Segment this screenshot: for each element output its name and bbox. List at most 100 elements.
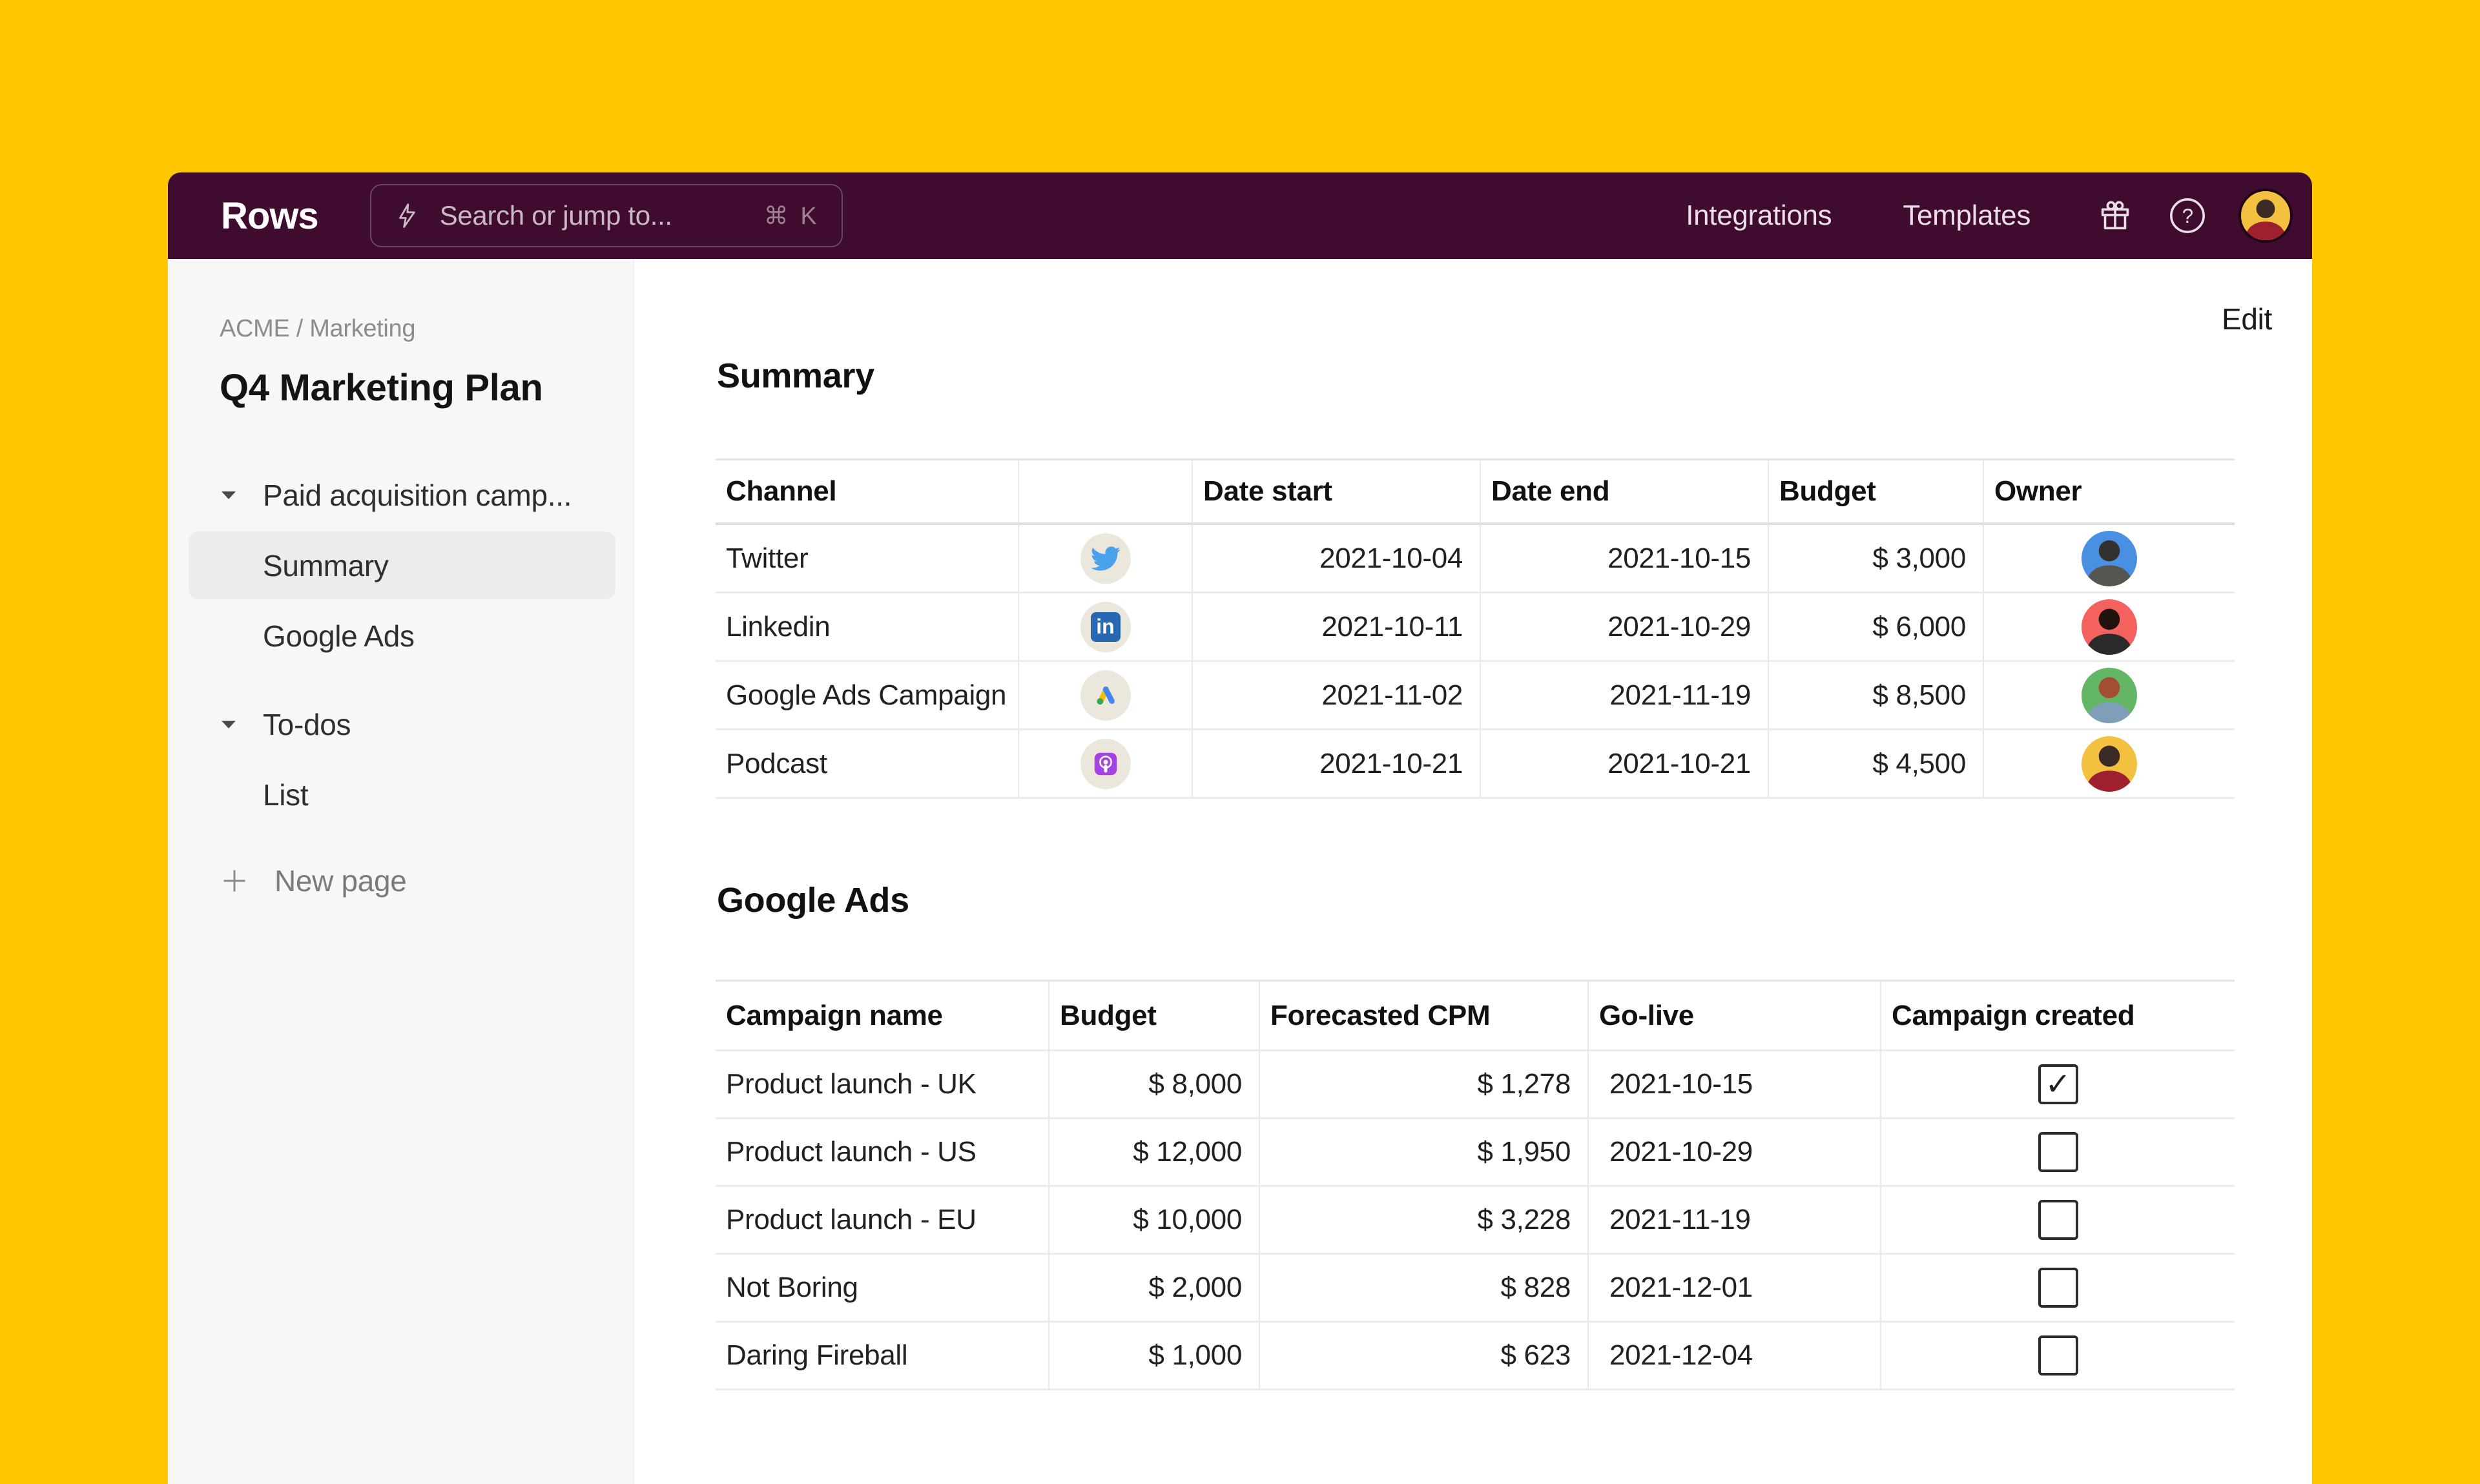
cell-campaign-name: Not Boring: [716, 1255, 1049, 1323]
cell-channel-icon: [1019, 730, 1193, 799]
top-nav: Integrations Templates ?: [1686, 189, 2293, 243]
campaign-created-checkbox[interactable]: ✓: [2038, 1064, 2078, 1104]
campaign-created-checkbox[interactable]: [2038, 1200, 2078, 1240]
page-nav: Paid acquisition camp... Summary Google …: [168, 461, 634, 914]
cell-budget: $ 8,500: [1769, 662, 1984, 730]
cell-date-start: 2021-10-11: [1193, 593, 1481, 662]
campaign-created-checkbox[interactable]: [2038, 1132, 2078, 1172]
cell-campaign-created: ✓: [1881, 1051, 2235, 1119]
column-header: [1019, 460, 1193, 525]
cell-owner: [1984, 730, 2235, 799]
rows-logo[interactable]: Rows: [221, 194, 319, 237]
lightning-icon: [398, 203, 415, 228]
cell-campaign-name: Product launch - US: [716, 1119, 1049, 1187]
owner-avatar: [2082, 736, 2137, 792]
cell-date-end: 2021-10-29: [1481, 593, 1769, 662]
linkedin-icon: in: [1080, 601, 1131, 652]
sidebar-item-label: Summary: [263, 548, 389, 582]
owner-avatar: [2082, 530, 2137, 586]
cell-cpm: $ 1,950: [1260, 1119, 1589, 1187]
cell-budget: $ 6,000: [1769, 593, 1984, 662]
sidebar-item-summary[interactable]: Summary: [189, 531, 615, 599]
chevron-down-icon[interactable]: [220, 719, 237, 730]
sidebar-item-todos[interactable]: To-dos: [189, 690, 615, 758]
cell-budget: $ 10,000: [1049, 1187, 1260, 1255]
cell-campaign-created: [1881, 1119, 2235, 1187]
cell-date-end: 2021-10-21: [1481, 730, 1769, 799]
sidebar-item-paid-acquisition[interactable]: Paid acquisition camp...: [189, 461, 615, 529]
column-header: Date start: [1193, 460, 1481, 525]
new-page-button[interactable]: New page: [189, 847, 615, 914]
search-shortcut: ⌘ K: [763, 202, 820, 230]
cell-campaign-name: Daring Fireball: [716, 1323, 1049, 1390]
gift-button[interactable]: [2092, 193, 2138, 238]
cell-channel: Linkedin: [716, 593, 1019, 662]
sidebar-item-label: Paid acquisition camp...: [263, 478, 572, 512]
cell-golive: 2021-12-01: [1589, 1255, 1881, 1323]
nav-spacer: [168, 672, 634, 690]
column-header: Date end: [1481, 460, 1769, 525]
cell-cpm: $ 828: [1260, 1255, 1589, 1323]
sidebar: ACME / Marketing Q4 Marketing Plan Paid …: [168, 259, 634, 1484]
section-heading-google-ads: Google Ads: [717, 881, 909, 920]
cell-campaign-name: Product launch - EU: [716, 1187, 1049, 1255]
breadcrumb[interactable]: ACME / Marketing: [220, 315, 416, 342]
cell-golive: 2021-10-15: [1589, 1051, 1881, 1119]
cell-channel-icon: [1019, 525, 1193, 593]
sidebar-item-google-ads[interactable]: Google Ads: [189, 602, 615, 670]
help-button[interactable]: ?: [2165, 193, 2210, 238]
campaign-created-checkbox[interactable]: [2038, 1268, 2078, 1308]
section-heading-summary: Summary: [717, 356, 874, 395]
cell-budget: $ 8,000: [1049, 1051, 1260, 1119]
sidebar-item-label: Google Ads: [263, 619, 415, 653]
campaign-created-checkbox[interactable]: [2038, 1335, 2078, 1376]
cell-golive: 2021-10-29: [1589, 1119, 1881, 1187]
cell-owner: [1984, 662, 2235, 730]
column-header: Owner: [1984, 460, 2235, 525]
cell-budget: $ 4,500: [1769, 730, 1984, 799]
edit-button[interactable]: Edit: [2222, 302, 2272, 336]
column-header: Channel: [716, 460, 1019, 525]
checkmark-icon: ✓: [2045, 1067, 2071, 1102]
cell-channel-icon: [1019, 662, 1193, 730]
help-icon: ?: [2170, 198, 2205, 233]
cell-campaign-created: [1881, 1187, 2235, 1255]
cell-budget: $ 3,000: [1769, 525, 1984, 593]
column-header: Campaign name: [716, 982, 1049, 1051]
cell-owner: [1984, 525, 2235, 593]
plus-icon: [223, 870, 245, 891]
cell-date-end: 2021-10-15: [1481, 525, 1769, 593]
cell-channel: Twitter: [716, 525, 1019, 593]
column-header: Campaign created: [1881, 982, 2235, 1051]
top-bar: Rows Search or jump to... ⌘ K Integratio…: [168, 172, 2312, 259]
cell-owner: [1984, 593, 2235, 662]
sidebar-item-list[interactable]: List: [189, 761, 615, 829]
nav-integrations[interactable]: Integrations: [1686, 200, 1832, 231]
cell-budget: $ 1,000: [1049, 1323, 1260, 1390]
column-header: Forecasted CPM: [1260, 982, 1589, 1051]
cell-cpm: $ 3,228: [1260, 1187, 1589, 1255]
cell-campaign-name: Product launch - UK: [716, 1051, 1049, 1119]
chevron-down-icon[interactable]: [220, 490, 237, 501]
cell-cpm: $ 1,278: [1260, 1051, 1589, 1119]
search-placeholder: Search or jump to...: [439, 200, 672, 231]
column-header: Go-live: [1589, 982, 1881, 1051]
cell-channel: Google Ads Campaign: [716, 662, 1019, 730]
cell-channel: Podcast: [716, 730, 1019, 799]
search-input[interactable]: Search or jump to... ⌘ K: [369, 184, 843, 247]
column-header: Budget: [1049, 982, 1260, 1051]
nav-templates[interactable]: Templates: [1903, 200, 2031, 231]
owner-avatar: [2082, 599, 2137, 655]
google-ads-icon: [1080, 670, 1131, 721]
cell-budget: $ 12,000: [1049, 1119, 1260, 1187]
cell-date-start: 2021-10-21: [1193, 730, 1481, 799]
user-avatar[interactable]: [2238, 189, 2293, 243]
cell-budget: $ 2,000: [1049, 1255, 1260, 1323]
sidebar-item-label: List: [263, 778, 309, 812]
cell-date-start: 2021-11-02: [1193, 662, 1481, 730]
gift-icon: [2101, 201, 2129, 230]
google-ads-table: Campaign name Budget Forecasted CPM Go-l…: [716, 980, 2235, 1390]
avatar-silhouette: [2245, 199, 2286, 240]
podcast-icon: [1080, 738, 1131, 789]
page-content: Edit Summary Channel Date start Date end…: [634, 259, 2312, 1484]
